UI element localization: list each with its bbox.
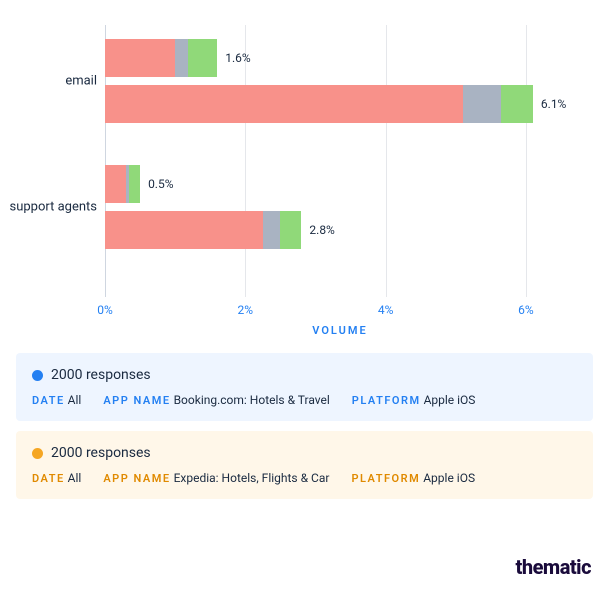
legend-header: 2000 responses (32, 367, 577, 383)
bar-value-label: 1.6% (225, 51, 250, 65)
bar-segment (105, 165, 126, 203)
legend-responses: 2000 responses (51, 445, 151, 461)
legend-dot-icon (32, 448, 43, 459)
legend-meta-key: PLATFORM (351, 472, 420, 485)
legend-meta-item: APP NAME Expedia: Hotels, Flights & Car (103, 471, 329, 485)
x-axis-title: VOLUME (312, 324, 367, 337)
legend-meta-value: All (65, 393, 82, 407)
bar-segment (175, 39, 188, 77)
bar-value-label: 2.8% (309, 223, 334, 237)
bar-segment (263, 211, 281, 249)
legend-meta-key: APP NAME (103, 394, 170, 407)
bar-segment (105, 39, 175, 77)
x-tick-label: 6% (518, 303, 534, 317)
category-label: support agents (10, 200, 98, 215)
bar (105, 165, 140, 203)
x-tick-label: 0% (97, 303, 113, 317)
legend-meta-value: Booking.com: Hotels & Travel (171, 393, 330, 407)
bar-segment (463, 85, 502, 123)
x-tick-label: 4% (378, 303, 394, 317)
legend-dot-icon (32, 370, 43, 381)
volume-chart: 0%2%4%6% email1.6%6.1%support agents0.5%… (105, 25, 575, 315)
legend-box: 2000 responses DATE All APP NAME Booking.c… (16, 353, 593, 421)
bar-segment (105, 211, 263, 249)
bar-segment (105, 85, 463, 123)
legend-meta-value: Apple iOS (420, 471, 475, 485)
legend-meta-key: DATE (32, 394, 65, 407)
legend-meta-value: All (65, 471, 82, 485)
legend-meta-item: PLATFORM Apple iOS (352, 393, 476, 407)
grid-line (245, 25, 246, 297)
legend-meta-key: PLATFORM (352, 394, 421, 407)
bar-segment (501, 85, 533, 123)
legend-responses: 2000 responses (51, 367, 151, 383)
bar (105, 211, 301, 249)
category-label: email (65, 74, 97, 89)
legend-meta-item: DATE All (32, 471, 81, 485)
grid-line (526, 25, 527, 297)
legend-meta: DATE All APP NAME Expedia: Hotels, Flight… (32, 471, 577, 485)
bar (105, 85, 533, 123)
bar (105, 39, 217, 77)
legend-meta: DATE All APP NAME Booking.com: Hotels & T… (32, 393, 577, 407)
legend-meta-value: Expedia: Hotels, Flights & Car (171, 471, 330, 485)
legend-meta-item: PLATFORM Apple iOS (351, 471, 475, 485)
legend-meta-key: APP NAME (103, 472, 170, 485)
bar-value-label: 6.1% (541, 97, 566, 111)
legend-meta-key: DATE (32, 472, 65, 485)
x-tick-label: 2% (238, 303, 254, 317)
bar-segment (129, 165, 140, 203)
legend-header: 2000 responses (32, 445, 577, 461)
legend-meta-item: DATE All (32, 393, 81, 407)
legend-meta-value: Apple iOS (421, 393, 476, 407)
bar-segment (280, 211, 301, 249)
legend-box: 2000 responses DATE All APP NAME Expedia: … (16, 431, 593, 499)
grid-line (386, 25, 387, 297)
bar-segment (188, 39, 217, 77)
bar-value-label: 0.5% (148, 177, 173, 191)
legend-meta-item: APP NAME Booking.com: Hotels & Travel (103, 393, 329, 407)
brand-logo: thematic (516, 555, 592, 579)
